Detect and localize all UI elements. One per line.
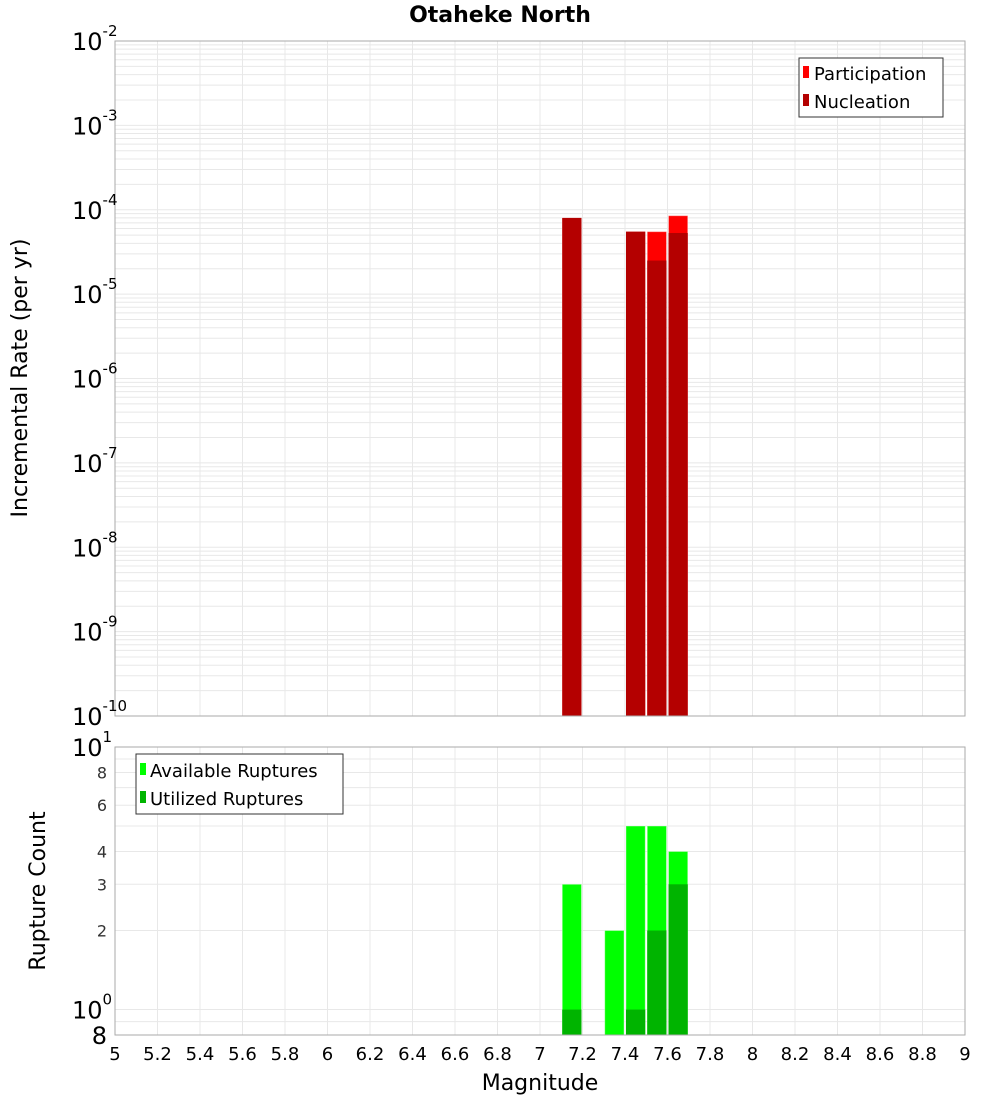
legend-nucleation: Nucleation — [814, 92, 910, 113]
bar-utilized-ruptures — [647, 930, 667, 1035]
y-tick-label: 2 — [97, 922, 107, 941]
y-tick-label: 8 — [92, 1022, 107, 1050]
bottom-y-axis-label: Rupture Count — [26, 811, 51, 971]
bottom-legend: Available Ruptures Utilized Ruptures — [135, 753, 344, 815]
x-tick-label: 7 — [534, 1044, 545, 1065]
top-grid — [115, 41, 965, 716]
x-axis-label: Magnitude — [482, 1071, 599, 1096]
top-bars — [561, 215, 689, 717]
top-y-axis-ticks: 10-2 10-3 10-4 10-5 10-6 10-7 10-8 10-9 10-10 — [72, 22, 127, 731]
chart-title: Otaheke North — [409, 3, 591, 28]
x-tick-label: 7.2 — [568, 1044, 597, 1065]
bottom-plot-frame — [114, 746, 966, 1036]
x-tick-label: 5.6 — [228, 1044, 257, 1065]
x-tick-label: 8.2 — [781, 1044, 810, 1065]
x-tick-label: 8.6 — [866, 1044, 895, 1065]
x-tick-label: 5.2 — [143, 1044, 172, 1065]
bar-nucleation — [562, 217, 582, 716]
bar-available-ruptures — [604, 930, 625, 1036]
bar-nucleation — [668, 233, 688, 716]
y-tick-label: 10-8 — [72, 528, 118, 562]
top-y-axis-label: Incremental Rate (per yr) — [8, 239, 33, 518]
utilized-swatch-icon — [140, 791, 146, 803]
y-tick-label: 101 — [72, 728, 112, 762]
x-tick-label: 7.8 — [696, 1044, 725, 1065]
x-tick-label: 6.6 — [441, 1044, 470, 1065]
x-tick-label: 7.6 — [653, 1044, 682, 1065]
top-plot-frame — [114, 40, 966, 717]
x-tick-label: 6 — [322, 1044, 333, 1065]
x-tick-label: 7.4 — [611, 1044, 640, 1065]
x-tick-label: 6.4 — [398, 1044, 427, 1065]
bar-nucleation — [626, 231, 646, 716]
nucleation-swatch-icon — [803, 94, 809, 106]
x-tick-label: 5.4 — [186, 1044, 215, 1065]
x-tick-label: 8.4 — [823, 1044, 852, 1065]
top-plot-area: 10-2 10-3 10-4 10-5 10-6 10-7 10-8 10-9 10-10 In… — [8, 22, 966, 731]
y-tick-label: 3 — [97, 875, 107, 894]
participation-swatch-icon — [803, 66, 809, 78]
legend-utilized: Utilized Ruptures — [150, 789, 303, 810]
y-tick-label: 10-3 — [72, 106, 118, 140]
x-tick-label: 5 — [109, 1044, 120, 1065]
available-swatch-icon — [140, 763, 146, 775]
legend-available: Available Ruptures — [150, 761, 318, 782]
bar-nucleation — [647, 260, 667, 716]
x-tick-label: 8.8 — [908, 1044, 937, 1065]
y-tick-label: 10-4 — [72, 191, 118, 225]
bar-utilized-ruptures — [626, 1009, 646, 1035]
y-tick-label: 10-7 — [72, 444, 118, 478]
y-tick-label: 10-9 — [72, 613, 118, 647]
y-tick-label: 10-6 — [72, 360, 118, 394]
y-tick-label: 4 — [97, 842, 107, 861]
bottom-bars — [561, 825, 689, 1036]
x-tick-label: 6.8 — [483, 1044, 512, 1065]
bar-utilized-ruptures — [562, 1009, 582, 1035]
top-legend: Participation Nucleation — [798, 57, 944, 118]
x-axis-ticks: 5 5.2 5.4 5.6 5.8 6 6.2 6.4 6.6 6.8 7 7.2 7.4 7.6 7.8 8… — [109, 1044, 970, 1065]
y-tick-label: 10-10 — [72, 697, 127, 731]
bottom-legend-box — [135, 753, 344, 815]
bar-utilized-ruptures — [668, 884, 688, 1035]
x-tick-label: 9 — [959, 1044, 970, 1065]
y-tick-label: 8 — [97, 763, 107, 782]
bar-available-ruptures — [625, 825, 646, 1036]
bottom-grid — [115, 747, 965, 1035]
top-legend-box — [798, 57, 944, 118]
y-tick-label: 10-2 — [72, 22, 118, 56]
x-tick-label: 5.8 — [271, 1044, 300, 1065]
x-tick-label: 8 — [747, 1044, 758, 1065]
y-tick-label: 6 — [97, 796, 107, 815]
y-tick-label: 10-5 — [72, 275, 118, 309]
legend-participation: Participation — [814, 64, 926, 85]
x-tick-label: 6.2 — [356, 1044, 385, 1065]
y-tick-label: 100 — [72, 991, 112, 1025]
